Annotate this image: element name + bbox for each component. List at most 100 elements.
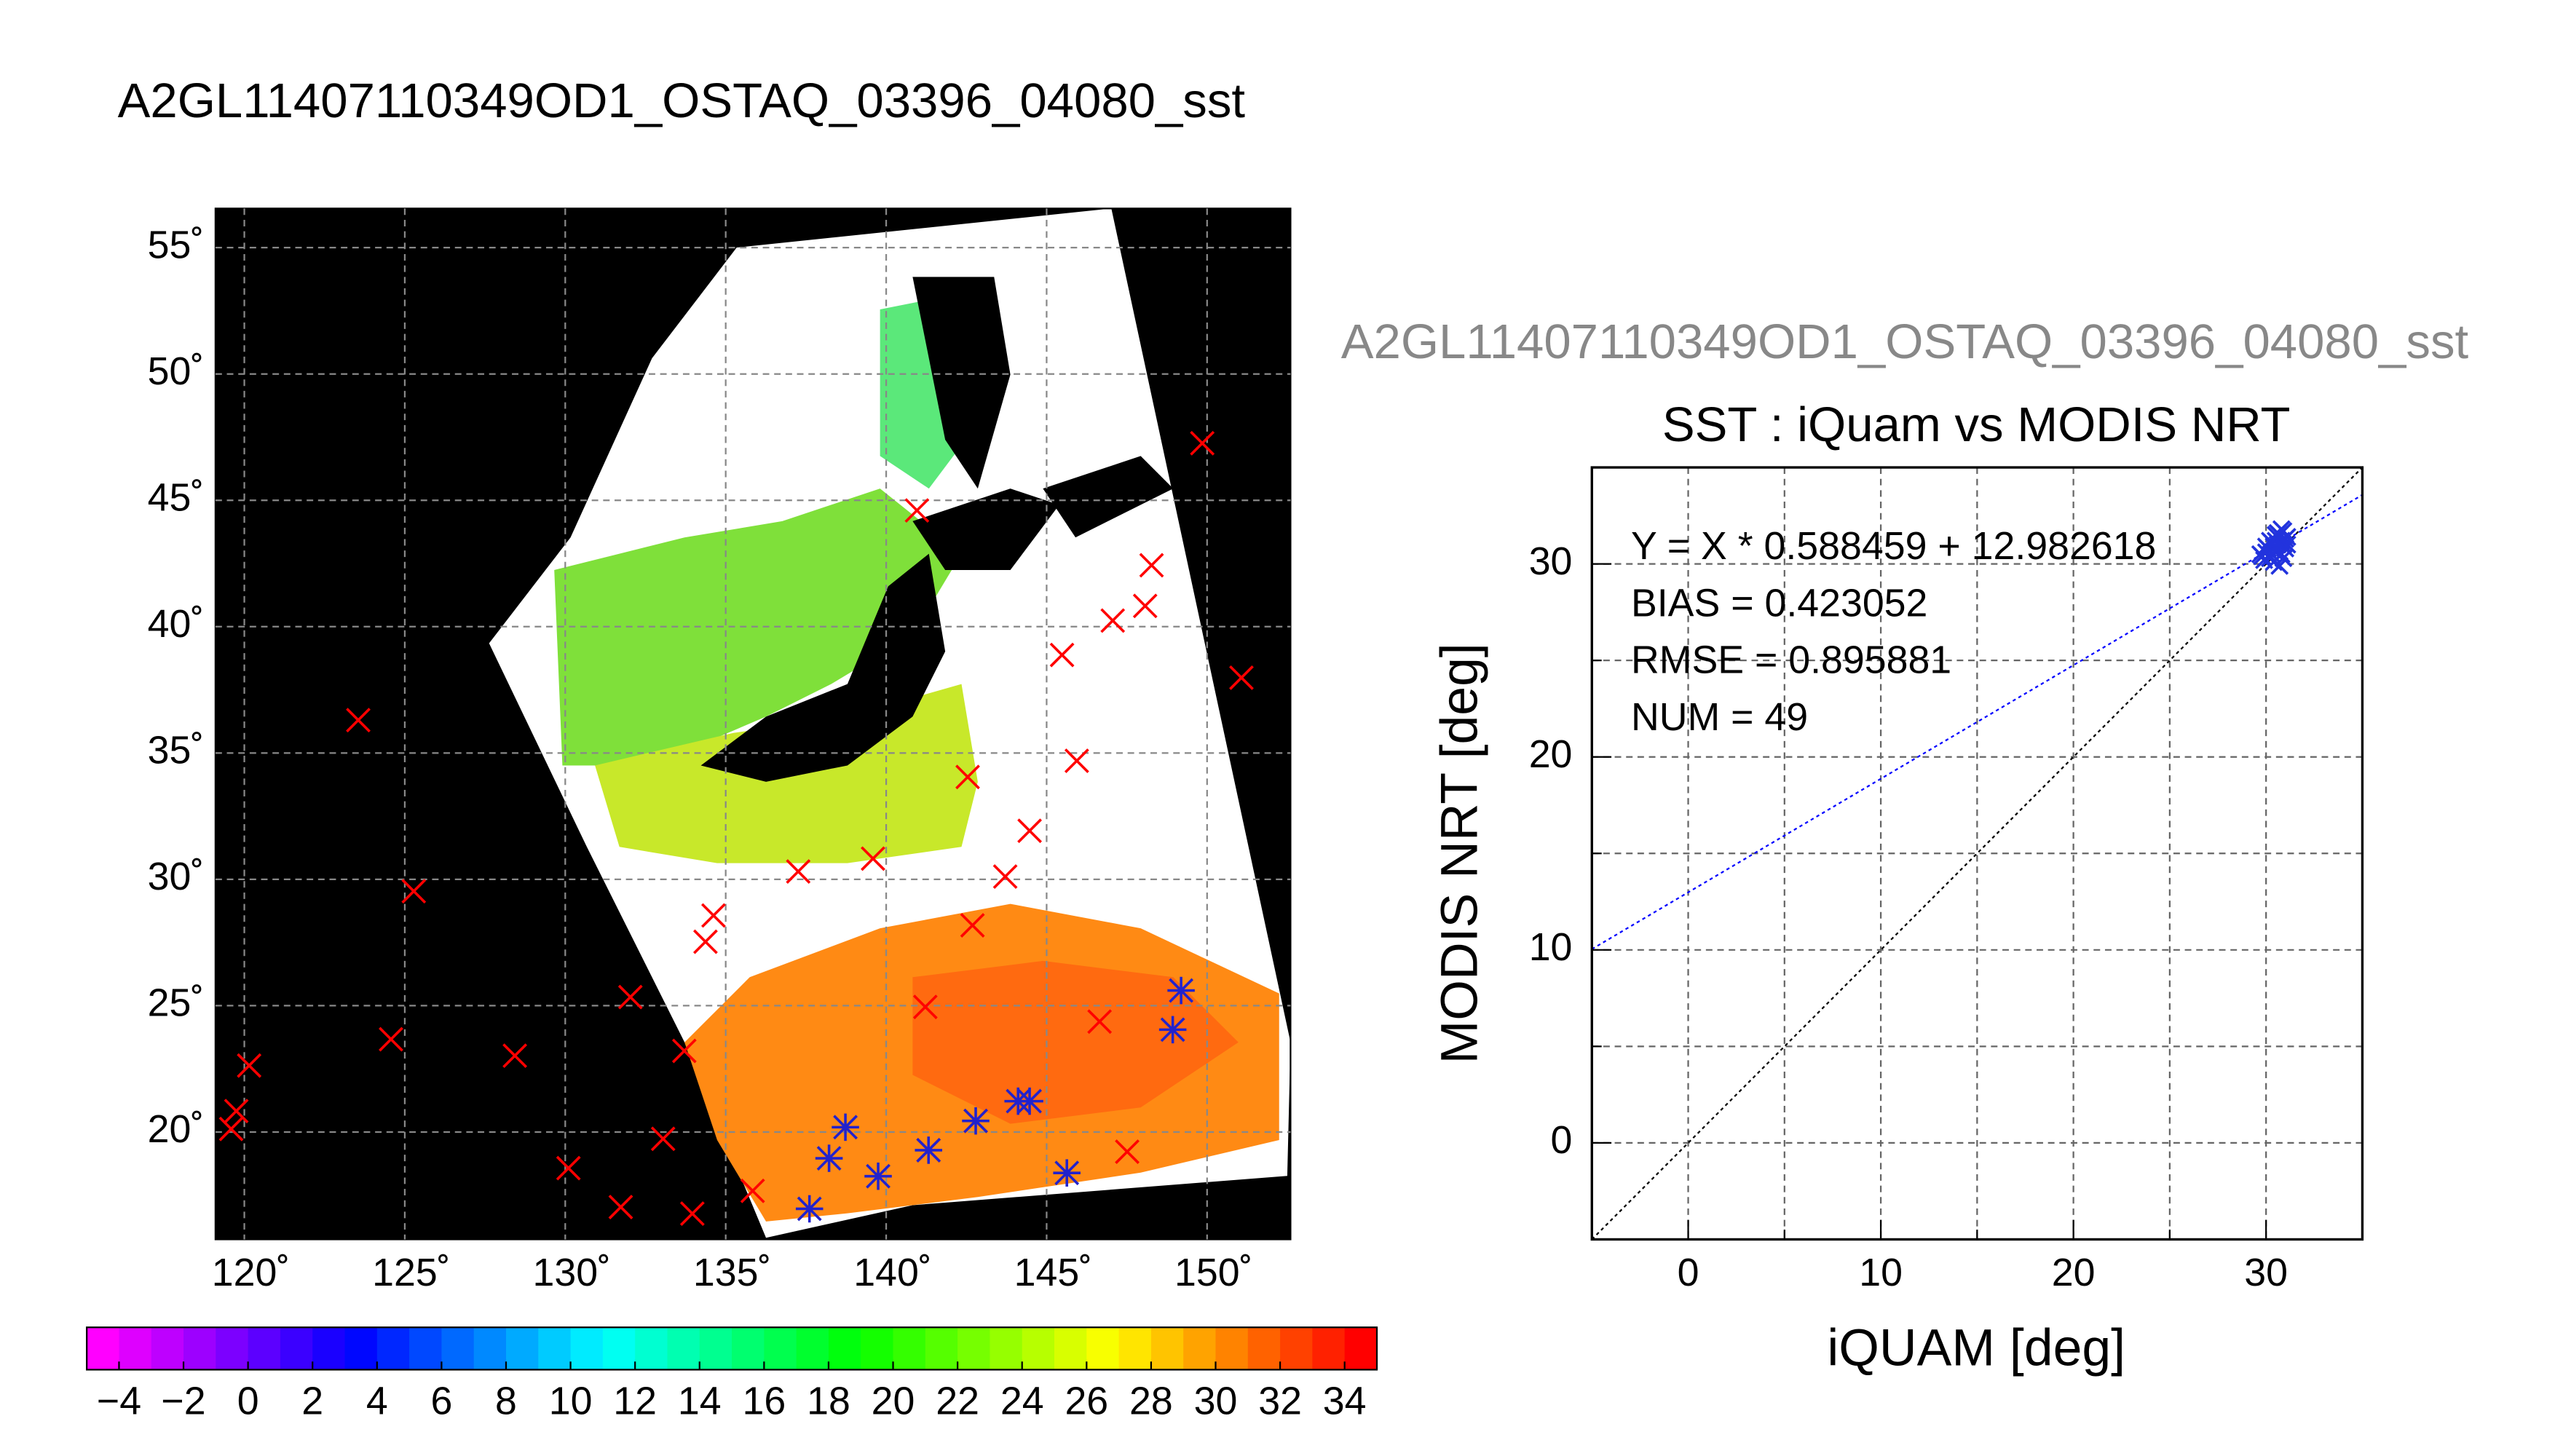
y-tick-label: 35˚ <box>148 729 205 772</box>
colorbar-label: −2 <box>161 1380 205 1423</box>
marker <box>701 903 726 928</box>
colorbar-label: 20 <box>872 1380 915 1423</box>
colorbar-label: 8 <box>495 1380 517 1423</box>
colorbar-label: 2 <box>301 1380 323 1423</box>
x-tick-label: 145˚ <box>1014 1251 1092 1294</box>
land <box>700 553 946 782</box>
marker-stroke <box>960 913 985 938</box>
marker <box>1053 1159 1081 1187</box>
marker-stroke <box>2266 526 2285 545</box>
marker <box>1132 593 1158 619</box>
marker <box>1115 1139 1140 1164</box>
marker <box>904 498 930 523</box>
map-frame <box>214 207 1292 1241</box>
marker-stroke <box>912 994 938 1020</box>
colorbar-label: 0 <box>237 1380 259 1423</box>
y-tick-label: 55˚ <box>148 223 205 266</box>
x-tick-label: 30 <box>2244 1251 2288 1294</box>
marker-stroke <box>2274 549 2293 568</box>
colorbar-cell <box>151 1327 185 1370</box>
colorbar-cell <box>538 1327 572 1370</box>
x-tick-label: 150˚ <box>1174 1251 1252 1294</box>
marker <box>650 1126 676 1152</box>
colorbar-cell <box>280 1327 314 1370</box>
annotation: BIAS = 0.423052 <box>1631 581 1927 625</box>
colorbar-cell <box>570 1327 604 1370</box>
x-tick-label: 120˚ <box>212 1251 290 1294</box>
marker <box>2266 526 2285 545</box>
y-tick-label: 20 <box>1529 732 1573 776</box>
x-tick-label: 125˚ <box>372 1251 450 1294</box>
marker <box>795 1195 824 1223</box>
plot-frame <box>1590 466 2364 1241</box>
marker-stroke <box>556 1155 581 1181</box>
colorbar-cell <box>764 1327 797 1370</box>
y-tick-label: 0 <box>1551 1118 1573 1162</box>
colorbar-label: 28 <box>1129 1380 1173 1423</box>
marker <box>915 1136 943 1164</box>
colorbar-cell <box>505 1327 540 1370</box>
scatter-header: A2GL11407110349OD1_OSTAQ_03396_04080_sst <box>1341 314 2469 369</box>
marker <box>992 864 1018 889</box>
colorbar-cell <box>1312 1327 1346 1370</box>
annotation: RMSE = 0.895881 <box>1631 638 1951 682</box>
colorbar-cell <box>1150 1327 1185 1370</box>
marker <box>218 1116 244 1142</box>
x-tick-label: 10 <box>1859 1251 1903 1294</box>
colorbar-label: −4 <box>97 1380 141 1423</box>
marker <box>1087 1009 1113 1034</box>
colorbar-cell <box>796 1327 830 1370</box>
marker <box>502 1043 528 1069</box>
annotation: NUM = 49 <box>1631 695 1808 739</box>
colorbar-cell <box>893 1327 926 1370</box>
marker-stroke <box>671 1038 697 1064</box>
colorbar-cell <box>1054 1327 1088 1370</box>
marker-stroke <box>701 903 726 928</box>
marker-stroke <box>1100 608 1126 633</box>
colorbar-cell <box>1215 1327 1249 1370</box>
colorbar-cell <box>248 1327 282 1370</box>
marker <box>832 1113 859 1142</box>
colorbar-cell <box>635 1327 668 1370</box>
marker-stroke <box>692 929 718 954</box>
y-tick-label: 10 <box>1529 925 1573 969</box>
marker-stroke <box>401 879 427 904</box>
fit-line <box>1592 494 2363 950</box>
marker-stroke <box>2278 535 2297 554</box>
colorbar-label: 18 <box>807 1380 850 1423</box>
marker <box>2278 535 2297 554</box>
marker <box>962 1107 990 1135</box>
y-tick-label: 30 <box>1529 539 1573 583</box>
x-axis-label: iQUAM [deg] <box>1827 1319 2125 1377</box>
marker <box>379 1026 403 1052</box>
colorbar-label: 22 <box>936 1380 979 1423</box>
x-tick-label: 20 <box>2052 1251 2096 1294</box>
marker-stroke <box>740 1178 765 1203</box>
y-tick-label: 40˚ <box>148 602 205 646</box>
marker <box>864 1162 892 1190</box>
marker-stroke <box>617 984 643 1010</box>
marker-stroke <box>2256 537 2275 556</box>
marker-stroke <box>861 846 885 871</box>
colorbar-cell <box>1118 1327 1153 1370</box>
colorbar-cell <box>1247 1327 1282 1370</box>
marker <box>786 859 811 885</box>
scatter-title: SST : iQuam vs MODIS NRT <box>1662 397 2291 452</box>
colorbar-cell <box>376 1327 411 1370</box>
marker <box>861 846 885 871</box>
y-tick-label: 25˚ <box>148 981 205 1025</box>
marker-stroke <box>1017 818 1042 844</box>
y-tick-label: 45˚ <box>148 475 205 519</box>
marker-stroke <box>502 1043 528 1069</box>
colorbar-label: 16 <box>742 1380 786 1423</box>
marker-stroke <box>786 859 811 885</box>
x-tick-label: 0 <box>1678 1251 1699 1294</box>
marker <box>2251 545 2270 563</box>
colorbar-cell <box>699 1327 733 1370</box>
marker <box>224 1099 249 1124</box>
y-tick-label: 20˚ <box>148 1107 205 1151</box>
colorbar-cell <box>344 1327 378 1370</box>
colorbar-label: 6 <box>430 1380 452 1423</box>
marker <box>912 994 938 1020</box>
